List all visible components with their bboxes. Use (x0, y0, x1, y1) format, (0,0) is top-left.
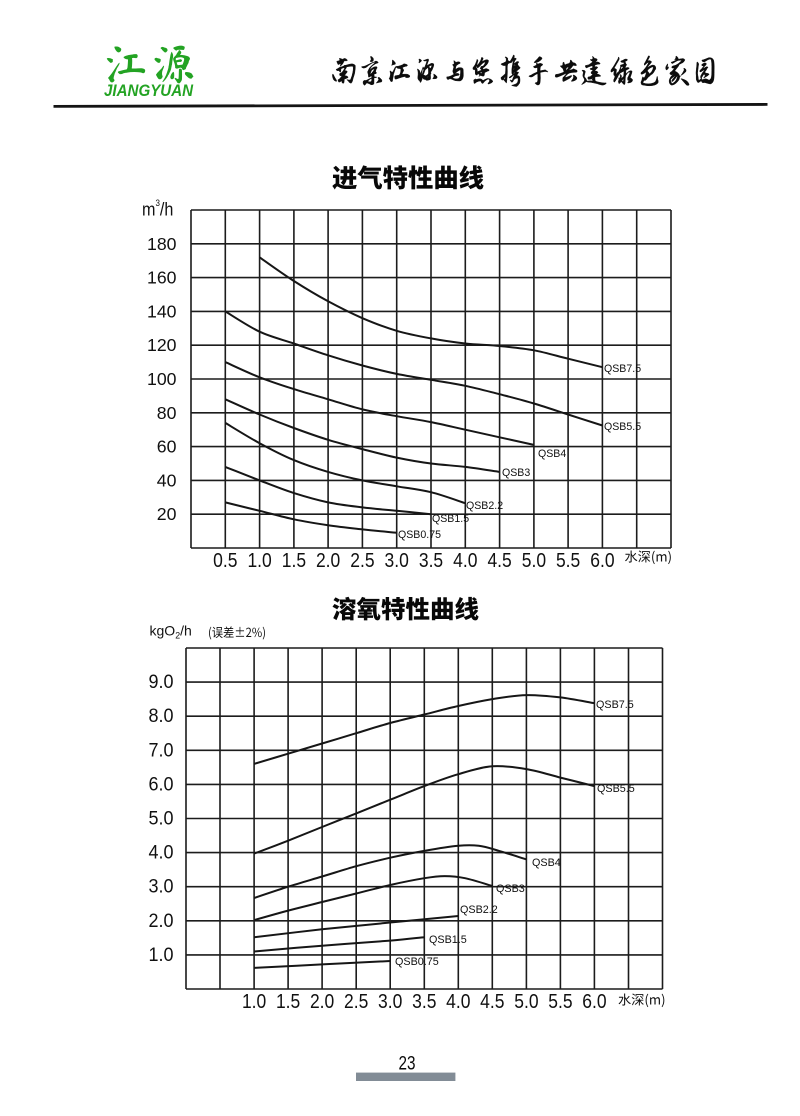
svg-text:1.0: 1.0 (242, 990, 266, 1013)
svg-text:1.0: 1.0 (247, 549, 271, 572)
svg-text:23: 23 (399, 1053, 416, 1075)
svg-text:QSB0.75: QSB0.75 (395, 956, 439, 968)
svg-text:20: 20 (157, 504, 177, 524)
svg-text:6.0: 6.0 (582, 990, 606, 1013)
svg-text:QSB1.5: QSB1.5 (432, 513, 469, 525)
svg-text:5.5: 5.5 (548, 990, 572, 1013)
svg-text:4.0: 4.0 (149, 843, 174, 864)
svg-text:QSB4: QSB4 (538, 448, 566, 460)
svg-text:3.0: 3.0 (378, 990, 402, 1013)
svg-text:2.0: 2.0 (149, 911, 174, 932)
svg-text:160: 160 (147, 268, 177, 288)
svg-text:100: 100 (147, 369, 177, 389)
svg-text:3.0: 3.0 (149, 877, 174, 898)
svg-text:5.0: 5.0 (149, 809, 174, 830)
svg-text:5.0: 5.0 (522, 549, 546, 572)
svg-text:QSB5.5: QSB5.5 (604, 421, 641, 433)
svg-text:QSB7.5: QSB7.5 (596, 699, 634, 711)
svg-text:6.0: 6.0 (590, 549, 614, 572)
svg-text:4.5: 4.5 (487, 549, 511, 572)
svg-text:3.0: 3.0 (385, 549, 409, 572)
svg-text:6.0: 6.0 (149, 774, 174, 795)
svg-text:QSB2.2: QSB2.2 (460, 904, 498, 916)
svg-text:QSB0.75: QSB0.75 (398, 529, 441, 541)
svg-text:80: 80 (157, 403, 177, 423)
svg-text:QSB3: QSB3 (502, 467, 530, 479)
svg-text:0.5: 0.5 (213, 549, 237, 572)
svg-text:7.0: 7.0 (149, 740, 174, 761)
svg-text:QSB2.2: QSB2.2 (466, 500, 503, 512)
svg-text:QSB3: QSB3 (496, 883, 525, 895)
svg-text:2.5: 2.5 (350, 549, 374, 572)
svg-text:QSB7.5: QSB7.5 (604, 363, 641, 375)
svg-text:40: 40 (157, 470, 177, 490)
svg-text:kgO2/h: kgO2/h (150, 623, 192, 641)
svg-text:5.0: 5.0 (514, 990, 538, 1013)
svg-text:2.5: 2.5 (344, 990, 368, 1013)
svg-text:m3/h: m3/h (142, 198, 173, 220)
svg-text:3.5: 3.5 (419, 549, 443, 572)
svg-text:4.0: 4.0 (446, 990, 470, 1013)
svg-text:60: 60 (157, 437, 177, 457)
svg-text:5.5: 5.5 (556, 549, 580, 572)
svg-text:4.0: 4.0 (453, 549, 477, 572)
svg-text:1.5: 1.5 (282, 549, 306, 572)
svg-text:2.0: 2.0 (310, 990, 334, 1013)
svg-text:9.0: 9.0 (149, 672, 174, 693)
svg-text:QSB1.5: QSB1.5 (429, 934, 467, 946)
svg-text:140: 140 (147, 301, 177, 321)
svg-text:3.5: 3.5 (412, 990, 436, 1013)
svg-text:180: 180 (147, 234, 177, 254)
svg-text:8.0: 8.0 (149, 706, 174, 727)
svg-text:4.5: 4.5 (480, 990, 504, 1013)
svg-text:1.5: 1.5 (276, 990, 300, 1013)
svg-text:QSB5.5: QSB5.5 (597, 783, 635, 795)
svg-text:120: 120 (147, 335, 177, 355)
svg-text:1.0: 1.0 (149, 945, 174, 966)
svg-text:2.0: 2.0 (316, 549, 340, 572)
svg-text:QSB4: QSB4 (532, 857, 561, 869)
